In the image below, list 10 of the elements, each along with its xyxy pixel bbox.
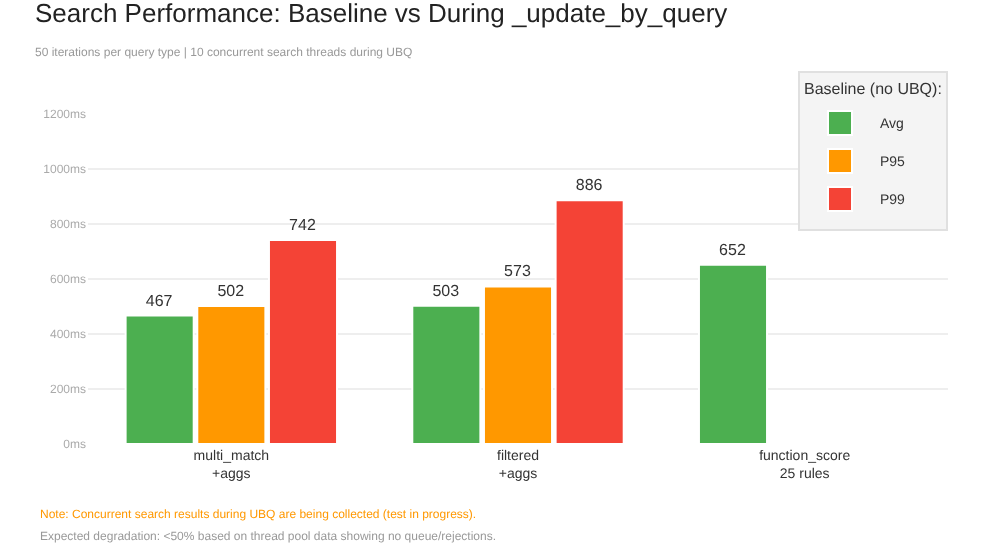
data-label: 502 bbox=[217, 281, 246, 300]
bar bbox=[697, 263, 769, 444]
data-label: 503 bbox=[432, 281, 461, 300]
legend-title: Baseline (no UBQ): bbox=[804, 79, 942, 98]
chart-title: Search Performance: Baseline vs During _update_by_query bbox=[35, 0, 729, 29]
data-label: 652 bbox=[719, 240, 747, 259]
data-label: 467 bbox=[145, 291, 174, 310]
data-label: 886 bbox=[575, 176, 604, 195]
data-label: 742 bbox=[289, 215, 317, 234]
data-label: 573 bbox=[504, 262, 532, 281]
